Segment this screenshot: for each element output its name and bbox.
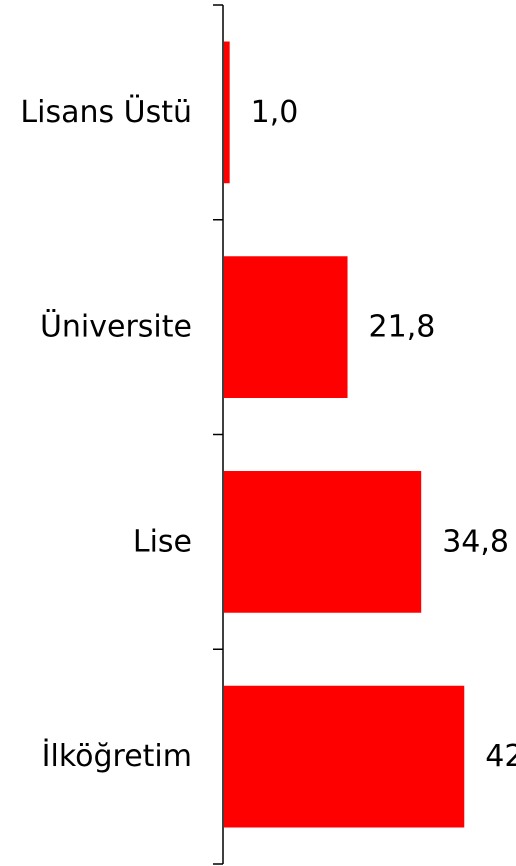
category-label: Lisans Üstü bbox=[20, 94, 192, 130]
category-label: İlköğretim bbox=[42, 738, 192, 774]
value-label: 1,0 bbox=[251, 95, 299, 130]
axis-layer bbox=[213, 4, 224, 865]
bar bbox=[224, 256, 348, 398]
category-label: Üniversite bbox=[40, 309, 192, 345]
bars-layer bbox=[224, 41, 465, 828]
bar bbox=[224, 41, 230, 184]
value-label: 42,4 bbox=[485, 739, 516, 774]
value-label: 21,8 bbox=[369, 310, 436, 345]
bar bbox=[224, 471, 422, 613]
category-label: Lise bbox=[133, 524, 192, 559]
bar bbox=[224, 685, 465, 828]
labels-layer: Lisans Üstü 1,0 Üniversite 21,8 Lise 34,8 İlkö… bbox=[20, 94, 516, 774]
value-label: 34,8 bbox=[442, 524, 509, 559]
